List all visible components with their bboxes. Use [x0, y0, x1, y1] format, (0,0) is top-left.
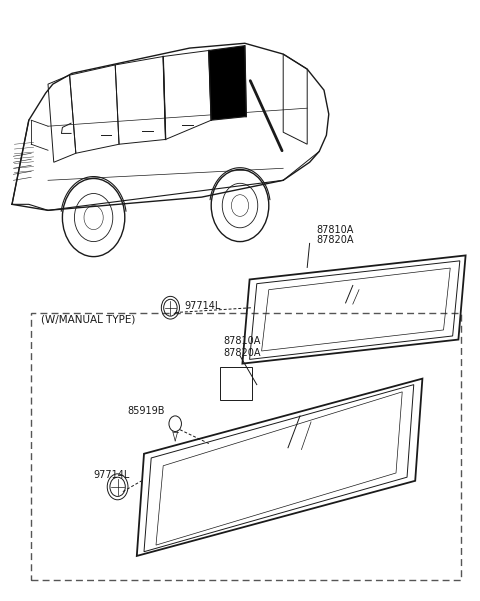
- Text: 85919B: 85919B: [127, 406, 165, 416]
- Text: 97714L: 97714L: [94, 470, 130, 480]
- Text: 87820A: 87820A: [223, 348, 261, 358]
- Text: (W/MANUAL TYPE): (W/MANUAL TYPE): [41, 315, 135, 325]
- Text: 87820A: 87820A: [317, 236, 354, 245]
- Text: 97714L: 97714L: [185, 301, 221, 311]
- Text: 87810A: 87810A: [317, 225, 354, 234]
- Polygon shape: [209, 46, 246, 120]
- Text: 87810A: 87810A: [223, 337, 261, 346]
